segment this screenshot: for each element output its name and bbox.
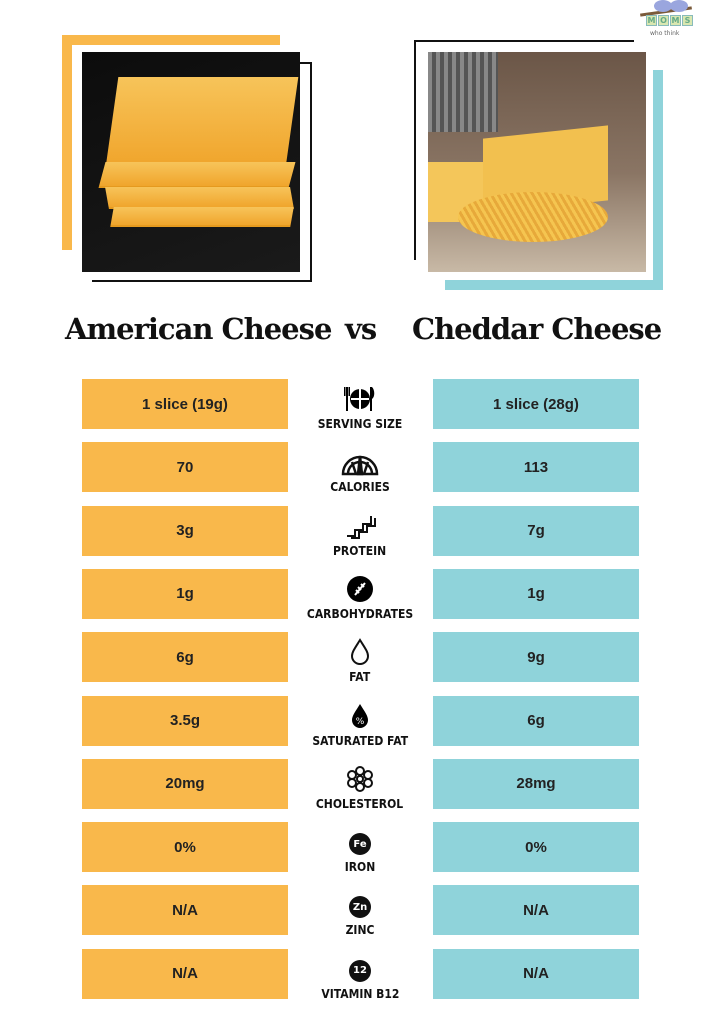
american-cheese-photo [82, 52, 300, 272]
nutrient-name: PROTEIN [333, 543, 387, 558]
nutrient-name: SERVING SIZE [317, 417, 403, 431]
nutrient-name: CARBOHYDRATES [306, 606, 414, 621]
nutrient-label-7: Fe IRON [300, 818, 420, 874]
percent-drop-icon: % [349, 702, 371, 734]
american-value: 0% [82, 822, 288, 873]
nutrient-label-5: % SATURATED FAT [300, 692, 420, 748]
zn-badge-icon: Zn [349, 896, 371, 919]
logo-letter: M [670, 15, 681, 26]
nutrient-label-0: SERVING SIZE [300, 375, 420, 431]
cheddar-cheese-photo [428, 52, 646, 272]
b12-badge-icon: 12 [349, 959, 371, 982]
american-value: 70 [82, 442, 288, 493]
american-value: N/A [82, 885, 288, 936]
logo-tagline: who think [650, 30, 680, 37]
american-value: 1 slice (19g) [82, 379, 288, 429]
american-frame-accent [62, 35, 280, 250]
cheddar-value: 28mg [433, 758, 639, 809]
american-value: N/A [82, 948, 288, 999]
cheddar-value: 7g [433, 505, 639, 556]
logo-letter: O [658, 15, 669, 26]
nutrient-label-9: 12 VITAMIN B12 [300, 945, 420, 1001]
logo-letter: M [646, 15, 657, 26]
fe-badge-icon: Fe [349, 833, 371, 856]
nutrient-name: FAT [349, 670, 371, 685]
nutrient-label-6: CHOLESTEROL [300, 755, 420, 811]
nutrient-name: CALORIES [330, 480, 390, 495]
protein-strand-icon [343, 512, 377, 544]
american-value: 1g [82, 568, 288, 619]
logo-letter: S [682, 15, 693, 26]
cheddar-value: 9g [433, 632, 639, 683]
nutrient-name: CHOLESTEROL [316, 796, 404, 811]
nutrient-label-3: CARBOHYDRATES [300, 565, 420, 621]
molecule-icon [346, 765, 374, 797]
moms-who-think-logo: M O M S who think [636, 0, 696, 44]
cheddar-frame-outline [414, 40, 634, 260]
cheddar-value: 1 slice (28g) [433, 379, 639, 429]
wheat-icon [346, 575, 374, 607]
nutrient-label-4: FAT [300, 628, 420, 684]
nutrient-name: ZINC [345, 923, 375, 938]
nutrient-label-2: PROTEIN [300, 502, 420, 558]
cheddar-value: N/A [433, 885, 639, 936]
nutrient-name: SATURATED FAT [312, 733, 408, 748]
cheddar-value: 6g [433, 695, 639, 746]
american-value: 20mg [82, 758, 288, 809]
nutrient-name: VITAMIN B12 [320, 986, 400, 1001]
cheddar-cheese-title: Cheddar Cheese [412, 312, 662, 346]
american-value: 3g [82, 505, 288, 556]
cheddar-value: 1g [433, 568, 639, 619]
cheddar-value: 113 [433, 442, 639, 493]
gauge-icon [340, 448, 380, 480]
plate-cutlery-icon [343, 385, 377, 417]
svg-text:%: % [356, 717, 365, 727]
drop-icon [349, 638, 371, 670]
cheddar-value: N/A [433, 948, 639, 999]
cheddar-value: 0% [433, 822, 639, 873]
american-frame-outline [92, 62, 312, 282]
nutrient-label-8: Zn ZINC [300, 881, 420, 937]
cheddar-frame-accent [445, 70, 663, 290]
american-value: 6g [82, 632, 288, 683]
nutrient-name: IRON [344, 860, 376, 875]
vs-label: vs [345, 312, 377, 346]
american-value: 3.5g [82, 695, 288, 746]
american-cheese-title: American Cheese [65, 312, 332, 346]
nutrient-label-1: CALORIES [300, 438, 420, 494]
